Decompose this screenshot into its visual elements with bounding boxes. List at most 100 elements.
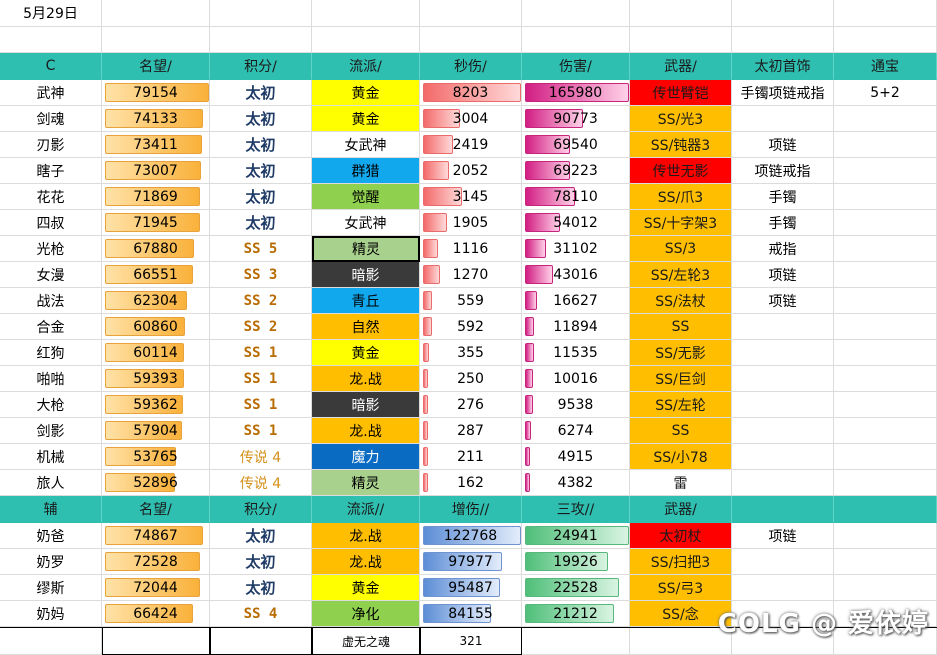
empty-cell[interactable] bbox=[630, 628, 732, 655]
damage-cell[interactable]: 10016 bbox=[522, 366, 630, 392]
empty-cell[interactable] bbox=[834, 549, 937, 575]
weapon-cell[interactable]: SS/左轮3 bbox=[630, 262, 732, 288]
name-cell[interactable]: 奶妈 bbox=[0, 601, 102, 627]
name-cell[interactable]: 缪斯 bbox=[0, 575, 102, 601]
weapon-cell[interactable]: SS/弓3 bbox=[630, 575, 732, 601]
jewelry-cell[interactable]: 手镯项链戒指 bbox=[732, 80, 834, 106]
score-cell[interactable]: SS 4 bbox=[210, 601, 312, 627]
jewelry-cell[interactable] bbox=[732, 444, 834, 470]
empty-cell[interactable] bbox=[522, 27, 630, 53]
empty-cell[interactable] bbox=[210, 628, 312, 655]
empty-cell[interactable] bbox=[834, 575, 937, 601]
c-header-cell[interactable]: 积分/ bbox=[210, 53, 312, 80]
name-cell[interactable]: 花花 bbox=[0, 184, 102, 210]
damage-cell[interactable]: 69223 bbox=[522, 158, 630, 184]
school-cell[interactable]: 自然 bbox=[312, 314, 420, 340]
c-header-cell[interactable]: 通宝 bbox=[834, 53, 937, 80]
footer-value[interactable]: 321 bbox=[420, 628, 522, 655]
school-cell[interactable]: 群猎 bbox=[312, 158, 420, 184]
stat-cell[interactable]: 22528 bbox=[522, 575, 630, 601]
dps-cell[interactable]: 8203 bbox=[420, 80, 522, 106]
weapon-cell[interactable]: SS/无影 bbox=[630, 340, 732, 366]
school-cell[interactable]: 黄金 bbox=[312, 340, 420, 366]
damage-cell[interactable]: 90773 bbox=[522, 106, 630, 132]
c-header-cell[interactable]: 秒伤/ bbox=[420, 53, 522, 80]
jewelry-cell[interactable]: 项链 bbox=[732, 523, 834, 549]
dps-cell[interactable]: 1270 bbox=[420, 262, 522, 288]
c-header-cell[interactable]: 太初首饰 bbox=[732, 53, 834, 80]
jewelry-cell[interactable]: 手镯 bbox=[732, 210, 834, 236]
c-header-cell[interactable]: 名望/ bbox=[102, 53, 210, 80]
score-cell[interactable]: 太初 bbox=[210, 210, 312, 236]
tongbao-cell[interactable] bbox=[834, 444, 937, 470]
school-cell[interactable]: 暗影 bbox=[312, 262, 420, 288]
damage-cell[interactable]: 4382 bbox=[522, 470, 630, 496]
empty-cell[interactable] bbox=[834, 27, 937, 53]
buff-cell[interactable]: 97977 bbox=[420, 549, 522, 575]
tongbao-cell[interactable] bbox=[834, 262, 937, 288]
score-cell[interactable]: SS 3 bbox=[210, 262, 312, 288]
damage-cell[interactable]: 54012 bbox=[522, 210, 630, 236]
weapon-cell[interactable]: SS/小78 bbox=[630, 444, 732, 470]
tongbao-cell[interactable] bbox=[834, 392, 937, 418]
name-cell[interactable]: 旅人 bbox=[0, 470, 102, 496]
score-cell[interactable]: 太初 bbox=[210, 184, 312, 210]
dps-cell[interactable]: 1116 bbox=[420, 236, 522, 262]
empty-cell[interactable] bbox=[420, 0, 522, 27]
weapon-cell[interactable]: SS/3 bbox=[630, 236, 732, 262]
damage-cell[interactable]: 6274 bbox=[522, 418, 630, 444]
jewelry-cell[interactable] bbox=[732, 340, 834, 366]
jewelry-cell[interactable] bbox=[732, 314, 834, 340]
tongbao-cell[interactable] bbox=[834, 106, 937, 132]
s-header-cell[interactable]: 增伤// bbox=[420, 496, 522, 523]
school-cell[interactable]: 龙.战 bbox=[312, 418, 420, 444]
tongbao-cell[interactable] bbox=[834, 340, 937, 366]
tongbao-cell[interactable] bbox=[834, 366, 937, 392]
dps-cell[interactable]: 211 bbox=[420, 444, 522, 470]
name-cell[interactable]: 战法 bbox=[0, 288, 102, 314]
weapon-cell[interactable]: SS/扫把3 bbox=[630, 549, 732, 575]
school-cell[interactable]: 龙.战 bbox=[312, 366, 420, 392]
dps-cell[interactable]: 3145 bbox=[420, 184, 522, 210]
name-cell[interactable]: 瞎子 bbox=[0, 158, 102, 184]
empty-cell[interactable] bbox=[630, 27, 732, 53]
jewelry-cell[interactable]: 项链 bbox=[732, 288, 834, 314]
c-header-cell[interactable]: C bbox=[0, 53, 102, 80]
reputation-cell[interactable]: 74133 bbox=[102, 106, 210, 132]
tongbao-cell[interactable] bbox=[834, 210, 937, 236]
school-cell[interactable]: 净化 bbox=[312, 601, 420, 627]
weapon-cell[interactable]: SS bbox=[630, 314, 732, 340]
weapon-cell[interactable]: SS/爪3 bbox=[630, 184, 732, 210]
buff-cell[interactable]: 95487 bbox=[420, 575, 522, 601]
school-cell[interactable]: 龙.战 bbox=[312, 549, 420, 575]
weapon-cell[interactable]: SS/念 bbox=[630, 601, 732, 627]
school-cell[interactable]: 黄金 bbox=[312, 80, 420, 106]
damage-cell[interactable]: 43016 bbox=[522, 262, 630, 288]
buff-cell[interactable]: 122768 bbox=[420, 523, 522, 549]
dps-cell[interactable]: 3004 bbox=[420, 106, 522, 132]
damage-cell[interactable]: 11894 bbox=[522, 314, 630, 340]
score-cell[interactable]: 太初 bbox=[210, 575, 312, 601]
jewelry-cell[interactable] bbox=[732, 575, 834, 601]
score-cell[interactable]: SS 2 bbox=[210, 288, 312, 314]
dps-cell[interactable]: 2052 bbox=[420, 158, 522, 184]
score-cell[interactable]: 太初 bbox=[210, 549, 312, 575]
weapon-cell[interactable]: SS/左轮 bbox=[630, 392, 732, 418]
score-cell[interactable]: 传说 4 bbox=[210, 444, 312, 470]
jewelry-cell[interactable] bbox=[732, 470, 834, 496]
damage-cell[interactable]: 4915 bbox=[522, 444, 630, 470]
jewelry-cell[interactable]: 项链戒指 bbox=[732, 158, 834, 184]
weapon-cell[interactable]: 传世无影 bbox=[630, 158, 732, 184]
name-cell[interactable]: 剑影 bbox=[0, 418, 102, 444]
weapon-cell[interactable]: SS/钝器3 bbox=[630, 132, 732, 158]
score-cell[interactable]: SS 1 bbox=[210, 418, 312, 444]
tongbao-cell[interactable]: 5+2 bbox=[834, 80, 937, 106]
weapon-cell[interactable]: 雷 bbox=[630, 470, 732, 496]
score-cell[interactable]: 太初 bbox=[210, 523, 312, 549]
tongbao-cell[interactable] bbox=[834, 132, 937, 158]
reputation-cell[interactable]: 66424 bbox=[102, 601, 210, 627]
score-cell[interactable]: 传说 4 bbox=[210, 470, 312, 496]
buff-cell[interactable]: 84155 bbox=[420, 601, 522, 627]
s-header-cell[interactable]: 流派// bbox=[312, 496, 420, 523]
stat-cell[interactable]: 21212 bbox=[522, 601, 630, 627]
